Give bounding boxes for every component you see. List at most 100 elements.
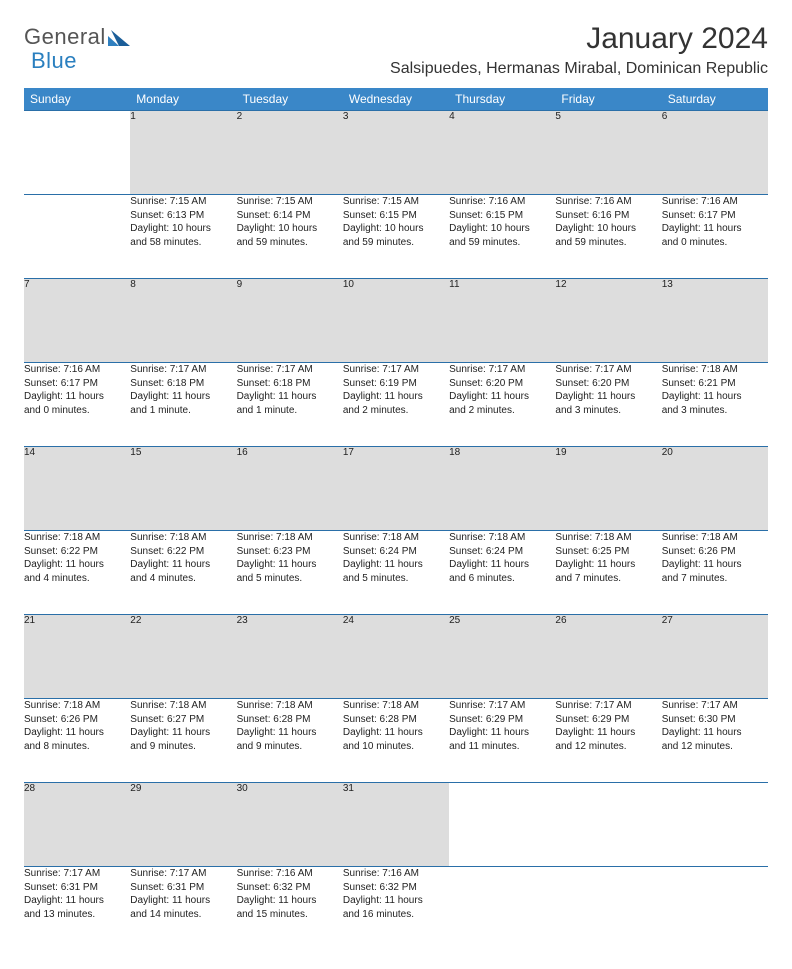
daylight-text-line1: Daylight: 11 hours	[24, 894, 130, 908]
daylight-text-line2: and 2 minutes.	[343, 404, 449, 418]
day-number: 18	[449, 447, 555, 531]
brand-mark-icon	[108, 30, 130, 46]
day-cell: Sunrise: 7:18 AMSunset: 6:22 PMDaylight:…	[24, 531, 130, 615]
sunrise-text: Sunrise: 7:17 AM	[555, 363, 661, 377]
daylight-text-line2: and 1 minute.	[237, 404, 343, 418]
day-cell: Sunrise: 7:17 AMSunset: 6:31 PMDaylight:…	[130, 867, 236, 951]
sunrise-text: Sunrise: 7:17 AM	[555, 699, 661, 713]
brand-text-2: Blue	[31, 48, 77, 74]
sunset-text: Sunset: 6:31 PM	[24, 881, 130, 895]
day-number	[449, 783, 555, 867]
day-number-row: 21222324252627	[24, 615, 768, 699]
daylight-text-line2: and 7 minutes.	[555, 572, 661, 586]
sunset-text: Sunset: 6:15 PM	[449, 209, 555, 223]
day-number: 19	[555, 447, 661, 531]
sunrise-text: Sunrise: 7:17 AM	[130, 867, 236, 881]
sunrise-text: Sunrise: 7:15 AM	[237, 195, 343, 209]
daylight-text-line1: Daylight: 11 hours	[343, 558, 449, 572]
sunset-text: Sunset: 6:27 PM	[130, 713, 236, 727]
day-number: 4	[449, 111, 555, 195]
day-number	[555, 783, 661, 867]
day-number: 21	[24, 615, 130, 699]
daylight-text-line1: Daylight: 11 hours	[237, 390, 343, 404]
daylight-text-line2: and 59 minutes.	[449, 236, 555, 250]
day-cell: Sunrise: 7:18 AMSunset: 6:25 PMDaylight:…	[555, 531, 661, 615]
day-number: 6	[662, 111, 768, 195]
weekday-header: Tuesday	[237, 88, 343, 111]
day-detail-row: Sunrise: 7:16 AMSunset: 6:17 PM Daylight:…	[24, 363, 768, 447]
sunrise-text: Sunrise: 7:17 AM	[449, 363, 555, 377]
sunset-text: Sunset: 6:30 PM	[662, 713, 768, 727]
sunset-text: Sunset: 6:29 PM	[555, 713, 661, 727]
daylight-text-line1: Daylight: 11 hours	[130, 558, 236, 572]
daylight-text-line2: and 14 minutes.	[130, 908, 236, 922]
daylight-text-line2: and 4 minutes.	[130, 572, 236, 586]
daylight-text-line2: and 10 minutes.	[343, 740, 449, 754]
daylight-text-line1: Daylight: 11 hours	[237, 726, 343, 740]
daylight-text-line2: and 3 minutes.	[555, 404, 661, 418]
sunrise-text: Sunrise: 7:15 AM	[343, 195, 449, 209]
sunset-text: Sunset: 6:17 PM	[662, 209, 768, 223]
day-detail-row: Sunrise: 7:18 AMSunset: 6:22 PMDaylight:…	[24, 531, 768, 615]
weekday-header: Thursday	[449, 88, 555, 111]
daylight-text-line1: Daylight: 11 hours	[449, 390, 555, 404]
weekday-header: Saturday	[662, 88, 768, 111]
day-number: 16	[237, 447, 343, 531]
daylight-text-line2: and 1 minute.	[130, 404, 236, 418]
daylight-text-line1: Daylight: 10 hours	[237, 222, 343, 236]
day-number: 11	[449, 279, 555, 363]
daylight-text-line2: and 11 minutes.	[449, 740, 555, 754]
day-cell: Sunrise: 7:18 AMSunset: 6:23 PMDaylight:…	[237, 531, 343, 615]
daylight-text-line2: and 58 minutes.	[130, 236, 236, 250]
sunset-text: Sunset: 6:20 PM	[555, 377, 661, 391]
weekday-header: Friday	[555, 88, 661, 111]
sunrise-text: Sunrise: 7:18 AM	[662, 363, 768, 377]
day-cell: Sunrise: 7:18 AMSunset: 6:27 PMDaylight:…	[130, 699, 236, 783]
daylight-text-line1: Daylight: 11 hours	[555, 390, 661, 404]
sunset-text: Sunset: 6:32 PM	[343, 881, 449, 895]
sunset-text: Sunset: 6:15 PM	[343, 209, 449, 223]
daylight-text-line2: and 59 minutes.	[237, 236, 343, 250]
weekday-header: Wednesday	[343, 88, 449, 111]
day-number: 9	[237, 279, 343, 363]
sunset-text: Sunset: 6:17 PM	[24, 377, 130, 391]
sunrise-text: Sunrise: 7:16 AM	[24, 363, 130, 377]
sunset-text: Sunset: 6:19 PM	[343, 377, 449, 391]
sunrise-text: Sunrise: 7:16 AM	[662, 195, 768, 209]
sunset-text: Sunset: 6:14 PM	[237, 209, 343, 223]
day-detail-row: Sunrise: 7:17 AMSunset: 6:31 PMDaylight:…	[24, 867, 768, 951]
day-cell	[662, 867, 768, 951]
daylight-text-line1: Daylight: 11 hours	[555, 558, 661, 572]
calendar-table: Sunday Monday Tuesday Wednesday Thursday…	[24, 88, 768, 951]
day-cell: Sunrise: 7:17 AMSunset: 6:31 PMDaylight:…	[24, 867, 130, 951]
sunset-text: Sunset: 6:28 PM	[237, 713, 343, 727]
brand-text-1: General	[24, 24, 106, 50]
sunrise-text: Sunrise: 7:15 AM	[130, 195, 236, 209]
weekday-header: Monday	[130, 88, 236, 111]
sunrise-text: Sunrise: 7:17 AM	[343, 363, 449, 377]
daylight-text-line2: and 4 minutes.	[24, 572, 130, 586]
sunrise-text: Sunrise: 7:17 AM	[662, 699, 768, 713]
daylight-text-line1: Daylight: 10 hours	[449, 222, 555, 236]
sunset-text: Sunset: 6:26 PM	[662, 545, 768, 559]
day-cell: Sunrise: 7:17 AMSunset: 6:30 PMDaylight:…	[662, 699, 768, 783]
sunset-text: Sunset: 6:24 PM	[343, 545, 449, 559]
location-label: Salsipuedes, Hermanas Mirabal, Dominican…	[390, 60, 768, 78]
daylight-text-line2: and 9 minutes.	[130, 740, 236, 754]
day-cell: Sunrise: 7:15 AMSunset: 6:15 PMDaylight:…	[343, 195, 449, 279]
day-number: 28	[24, 783, 130, 867]
day-cell: Sunrise: 7:17 AMSunset: 6:19 PMDaylight:…	[343, 363, 449, 447]
sunrise-text: Sunrise: 7:18 AM	[555, 531, 661, 545]
day-cell: Sunrise: 7:17 AMSunset: 6:29 PMDaylight:…	[555, 699, 661, 783]
day-number: 8	[130, 279, 236, 363]
day-cell: Sunrise: 7:15 AMSunset: 6:14 PMDaylight:…	[237, 195, 343, 279]
day-cell	[24, 195, 130, 279]
sunrise-text: Sunrise: 7:17 AM	[130, 363, 236, 377]
sunrise-text: Sunrise: 7:18 AM	[662, 531, 768, 545]
sunrise-text: Sunrise: 7:18 AM	[449, 531, 555, 545]
day-number: 24	[343, 615, 449, 699]
sunset-text: Sunset: 6:31 PM	[130, 881, 236, 895]
daylight-text-line2: and 13 minutes.	[24, 908, 130, 922]
sunrise-text: Sunrise: 7:17 AM	[449, 699, 555, 713]
daylight-text-line2: and 7 minutes.	[662, 572, 768, 586]
